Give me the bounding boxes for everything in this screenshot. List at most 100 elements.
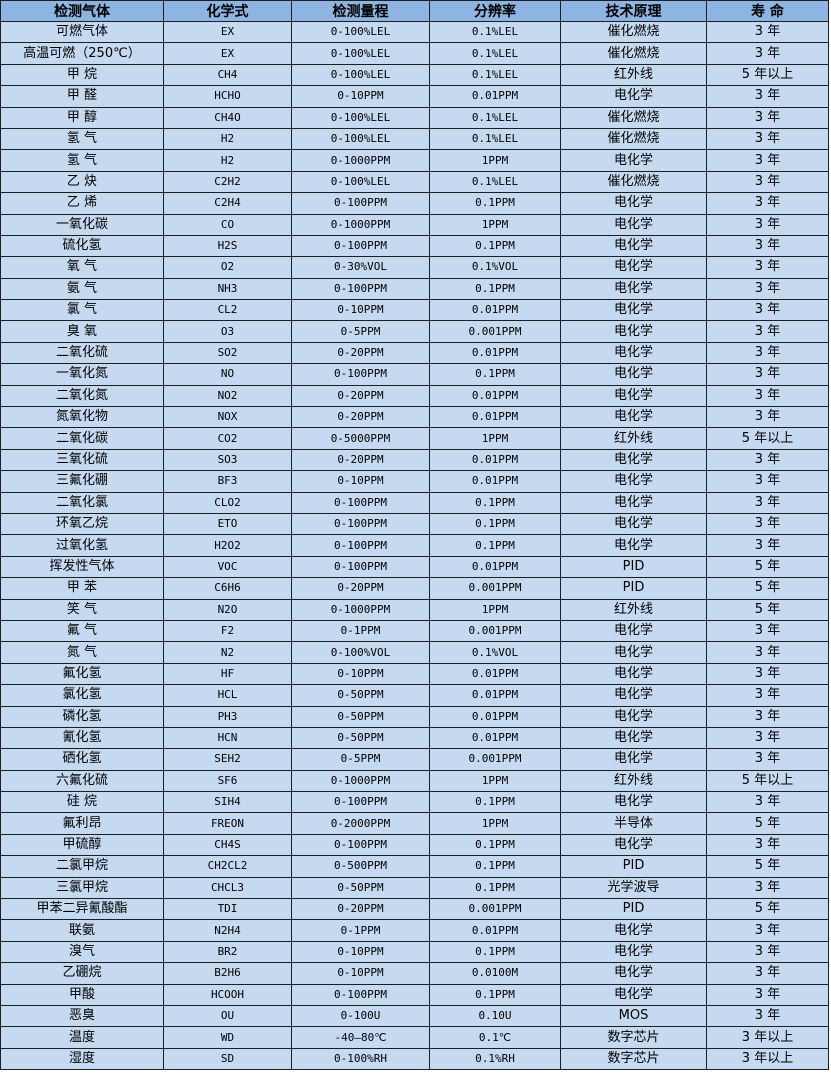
principle-cell: 数字芯片 [560,1026,707,1049]
gas-cell: 可燃气体 [0,20,164,44]
resolution-cell: 0.001PPM [429,577,561,600]
table-row: 乙硼烷 B2H6 0-10PPM 0.0100M 电化学 3 年 [0,962,829,985]
gas-cell: 乙 炔 [0,170,164,194]
lifespan-cell: 3 年 [706,42,829,65]
lifespan-cell: 3 年 [706,192,829,215]
table-row: 恶臭 OU 0-100U 0.10U MOS 3 年 [0,1004,829,1028]
gas-cell: 氨 气 [0,277,164,301]
principle-cell: PID [560,898,707,921]
resolution-cell: 0.1PPM [429,791,561,814]
resolution-cell: 0.01PPM [429,341,561,365]
gas-cell: 氟利昂 [0,812,164,835]
lifespan-cell: 3 年 [706,876,829,900]
principle-cell: 电化学 [560,192,707,215]
gas-cell: 乙 烯 [0,192,164,215]
resolution-cell: 1PPM [429,769,561,793]
gas-cell: 甲 醛 [0,85,164,108]
resolution-cell: 1PPM [429,427,561,450]
table-row: 甲苯二异氰酸酯 TDI 0-20PPM 0.001PPM PID 5 年 [0,898,829,921]
table-row: 氟利昂 FREON 0-2000PPM 1PPM 半导体 5 年 [0,812,829,835]
table-row: 氟化氢 HF 0-10PPM 0.01PPM 电化学 3 年 [0,662,829,686]
resolution-cell: 0.1PPM [429,363,561,386]
formula-cell: OU [163,1004,292,1028]
gas-cell: 氧 气 [0,256,164,279]
resolution-cell: 0.01PPM [429,448,561,472]
range-cell: 0-100%LEL [291,42,430,65]
formula-cell: CH4O [163,106,292,129]
formula-cell: VOC [163,555,292,579]
gas-cell: 甲酸 [0,983,164,1006]
lifespan-cell: 3 年 [706,470,829,493]
range-cell: 0-100PPM [291,512,430,536]
range-cell: 0-10PPM [291,662,430,686]
table-row: 温度 WD -40—80℃ 0.1℃ 数字芯片 3 年以上 [0,1026,829,1049]
principle-cell: 电化学 [560,983,707,1006]
formula-cell: NO2 [163,384,292,408]
range-cell: 0-100PPM [291,833,430,857]
lifespan-cell: 3 年 [706,341,829,365]
principle-cell: 电化学 [560,491,707,514]
table-row: 氯化氢 HCL 0-50PPM 0.01PPM 电化学 3 年 [0,684,829,707]
gas-cell: 恶臭 [0,1004,164,1028]
lifespan-cell: 3 年 [706,320,829,343]
formula-cell: NOX [163,406,292,429]
gas-cell: 臭 氧 [0,320,164,343]
resolution-cell: 0.001PPM [429,898,561,921]
formula-cell: HCN [163,726,292,750]
header-resolution: 分辨率 [429,0,561,22]
principle-cell: 电化学 [560,534,707,557]
range-cell: 0-10PPM [291,85,430,108]
resolution-cell: 0.01PPM [429,299,561,322]
resolution-cell: 0.01PPM [429,85,561,108]
table-row: 氰化氢 HCN 0-50PPM 0.01PPM 电化学 3 年 [0,726,829,750]
formula-cell: EX [163,20,292,44]
principle-cell: 半导体 [560,812,707,835]
range-cell: 0-100PPM [291,983,430,1006]
table-row: 磷化氢 PH3 0-50PPM 0.01PPM 电化学 3 年 [0,705,829,728]
principle-cell: 催化燃烧 [560,170,707,194]
table-row: 一氧化氮 NO 0-100PPM 0.1PPM 电化学 3 年 [0,363,829,386]
lifespan-cell: 3 年 [706,234,829,258]
table-row: 二氧化氯 CLO2 0-100PPM 0.1PPM 电化学 3 年 [0,491,829,514]
range-cell: 0-100%LEL [291,106,430,129]
principle-cell: 电化学 [560,726,707,750]
lifespan-cell: 3 年 [706,534,829,557]
range-cell: 0-20PPM [291,577,430,600]
principle-cell: 催化燃烧 [560,42,707,65]
principle-cell: PID [560,577,707,600]
table-row: 氢 气 H2 0-100%LEL 0.1%LEL 催化燃烧 3 年 [0,127,829,151]
lifespan-cell: 5 年 [706,598,829,621]
lifespan-cell: 3 年 [706,85,829,108]
resolution-cell: 0.001PPM [429,619,561,643]
lifespan-cell: 3 年 [706,127,829,151]
lifespan-cell: 3 年 [706,384,829,408]
range-cell: 0-500PPM [291,855,430,878]
principle-cell: 电化学 [560,641,707,664]
table-row: 过氧化氢 H2O2 0-100PPM 0.1PPM 电化学 3 年 [0,534,829,557]
table-row: 氮 气 N2 0-100%VOL 0.1%VOL 电化学 3 年 [0,641,829,664]
formula-cell: H2O2 [163,534,292,557]
table-row: 可燃气体 EX 0-100%LEL 0.1%LEL 催化燃烧 3 年 [0,20,829,44]
resolution-cell: 0.1PPM [429,277,561,301]
formula-cell: FREON [163,812,292,835]
formula-cell: H2 [163,149,292,172]
range-cell: 0-50PPM [291,705,430,728]
lifespan-cell: 3 年 [706,256,829,279]
principle-cell: 电化学 [560,277,707,301]
resolution-cell: 0.0100M [429,962,561,985]
gas-cell: 氢 气 [0,149,164,172]
range-cell: 0-100%LEL [291,20,430,44]
lifespan-cell: 3 年 [706,170,829,194]
lifespan-cell: 3 年 [706,491,829,514]
resolution-cell: 0.001PPM [429,748,561,771]
formula-cell: H2 [163,127,292,151]
formula-cell: B2H6 [163,962,292,985]
table-row: 氧 气 O2 0-30%VOL 0.1%VOL 电化学 3 年 [0,256,829,279]
principle-cell: PID [560,555,707,579]
range-cell: 0-20PPM [291,384,430,408]
range-cell: 0-100PPM [291,555,430,579]
principle-cell: 电化学 [560,512,707,536]
lifespan-cell: 3 年 [706,662,829,686]
table-row: 三氯甲烷 CHCL3 0-50PPM 0.1PPM 光学波导 3 年 [0,876,829,900]
